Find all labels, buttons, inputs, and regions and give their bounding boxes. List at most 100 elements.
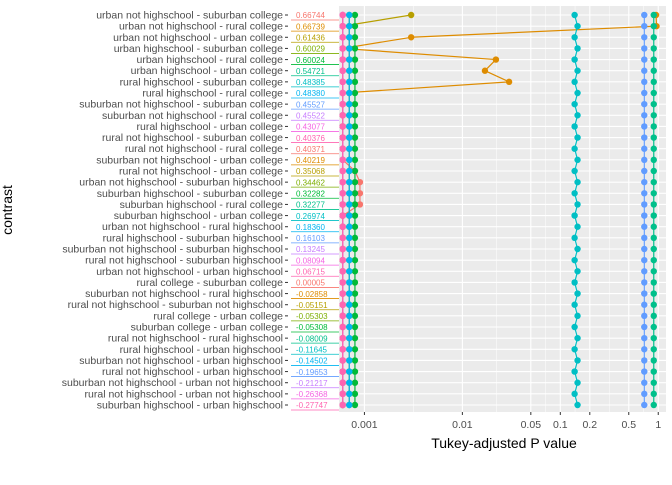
data-point [340,212,346,218]
data-point [346,201,352,207]
data-point [571,279,577,285]
data-point [651,45,657,51]
data-point [641,146,647,152]
estimate-label: 0.26974 [296,212,325,221]
estimate-label: 0.35068 [296,167,325,176]
estimate-label: 0.40219 [296,156,325,165]
data-point [651,212,657,218]
data-point [352,68,358,74]
data-point [340,134,346,140]
estimate-label: 0.00005 [296,279,325,288]
estimate-label: 0.54721 [296,67,325,76]
estimate-label: 0.06715 [296,267,325,276]
x-tick-label: 0.5 [621,419,636,431]
data-point [641,246,647,252]
data-point [346,101,352,107]
data-point [352,79,358,85]
data-point [641,23,647,29]
data-point [641,224,647,230]
data-point [651,346,657,352]
data-point [641,12,647,18]
x-tick-label: 0.2 [582,419,597,431]
data-point [346,335,352,341]
estimate-label: 0.16103 [296,234,325,243]
data-point [352,335,358,341]
data-point [641,168,647,174]
data-point [651,380,657,386]
data-point [352,190,358,196]
data-point [340,12,346,18]
data-point [574,268,580,274]
data-point [571,257,577,263]
data-point [571,146,577,152]
data-point [340,302,346,308]
data-point [352,34,358,40]
data-point [574,134,580,140]
data-point [352,324,358,330]
data-point [651,134,657,140]
data-point [340,313,346,319]
data-point [651,90,657,96]
estimate-label: -0.05308 [296,323,328,332]
data-point [651,112,657,118]
data-point [352,90,358,96]
data-point [574,402,580,408]
estimate-label: -0.08009 [296,334,328,343]
data-point [641,101,647,107]
y-tick-labels: urban not highschool - suburban collegeu… [62,10,288,412]
estimate-label: 0.18360 [296,223,325,232]
estimate-label: 0.32282 [296,189,325,198]
data-point [352,168,358,174]
data-point [651,146,657,152]
estimate-label: 0.45522 [296,111,325,120]
plot-panel [339,6,666,412]
data-point [641,45,647,51]
data-point [346,235,352,241]
data-point [651,157,657,163]
data-point [340,324,346,330]
estimate-label: 0.66739 [296,22,325,31]
data-point [651,179,657,185]
x-tick-label: 1 [655,419,661,431]
estimate-label: -0.21217 [296,379,328,388]
data-point [346,112,352,118]
data-point [651,324,657,330]
data-point [352,368,358,374]
data-point [346,123,352,129]
data-point [346,146,352,152]
data-point [352,112,358,118]
data-point [352,123,358,129]
data-point [340,101,346,107]
estimate-label: 0.60029 [296,45,325,54]
estimate-label: 0.48380 [296,89,325,98]
data-point [352,179,358,185]
data-point [641,391,647,397]
data-point [340,402,346,408]
data-point [352,157,358,163]
data-point [651,34,657,40]
data-point [346,324,352,330]
data-point [346,402,352,408]
data-point [482,68,488,74]
data-point [346,313,352,319]
data-point [352,302,358,308]
data-point [574,157,580,163]
data-point [574,68,580,74]
data-point [641,346,647,352]
data-point [571,56,577,62]
data-point [346,346,352,352]
data-point [571,168,577,174]
data-point [340,391,346,397]
data-point [352,402,358,408]
data-point [641,324,647,330]
data-point [346,157,352,163]
data-point [574,201,580,207]
data-point [408,34,414,40]
estimate-label: 0.45527 [296,100,325,109]
data-point [571,212,577,218]
data-point [651,402,657,408]
data-point [651,123,657,129]
data-point [641,402,647,408]
data-point [641,380,647,386]
